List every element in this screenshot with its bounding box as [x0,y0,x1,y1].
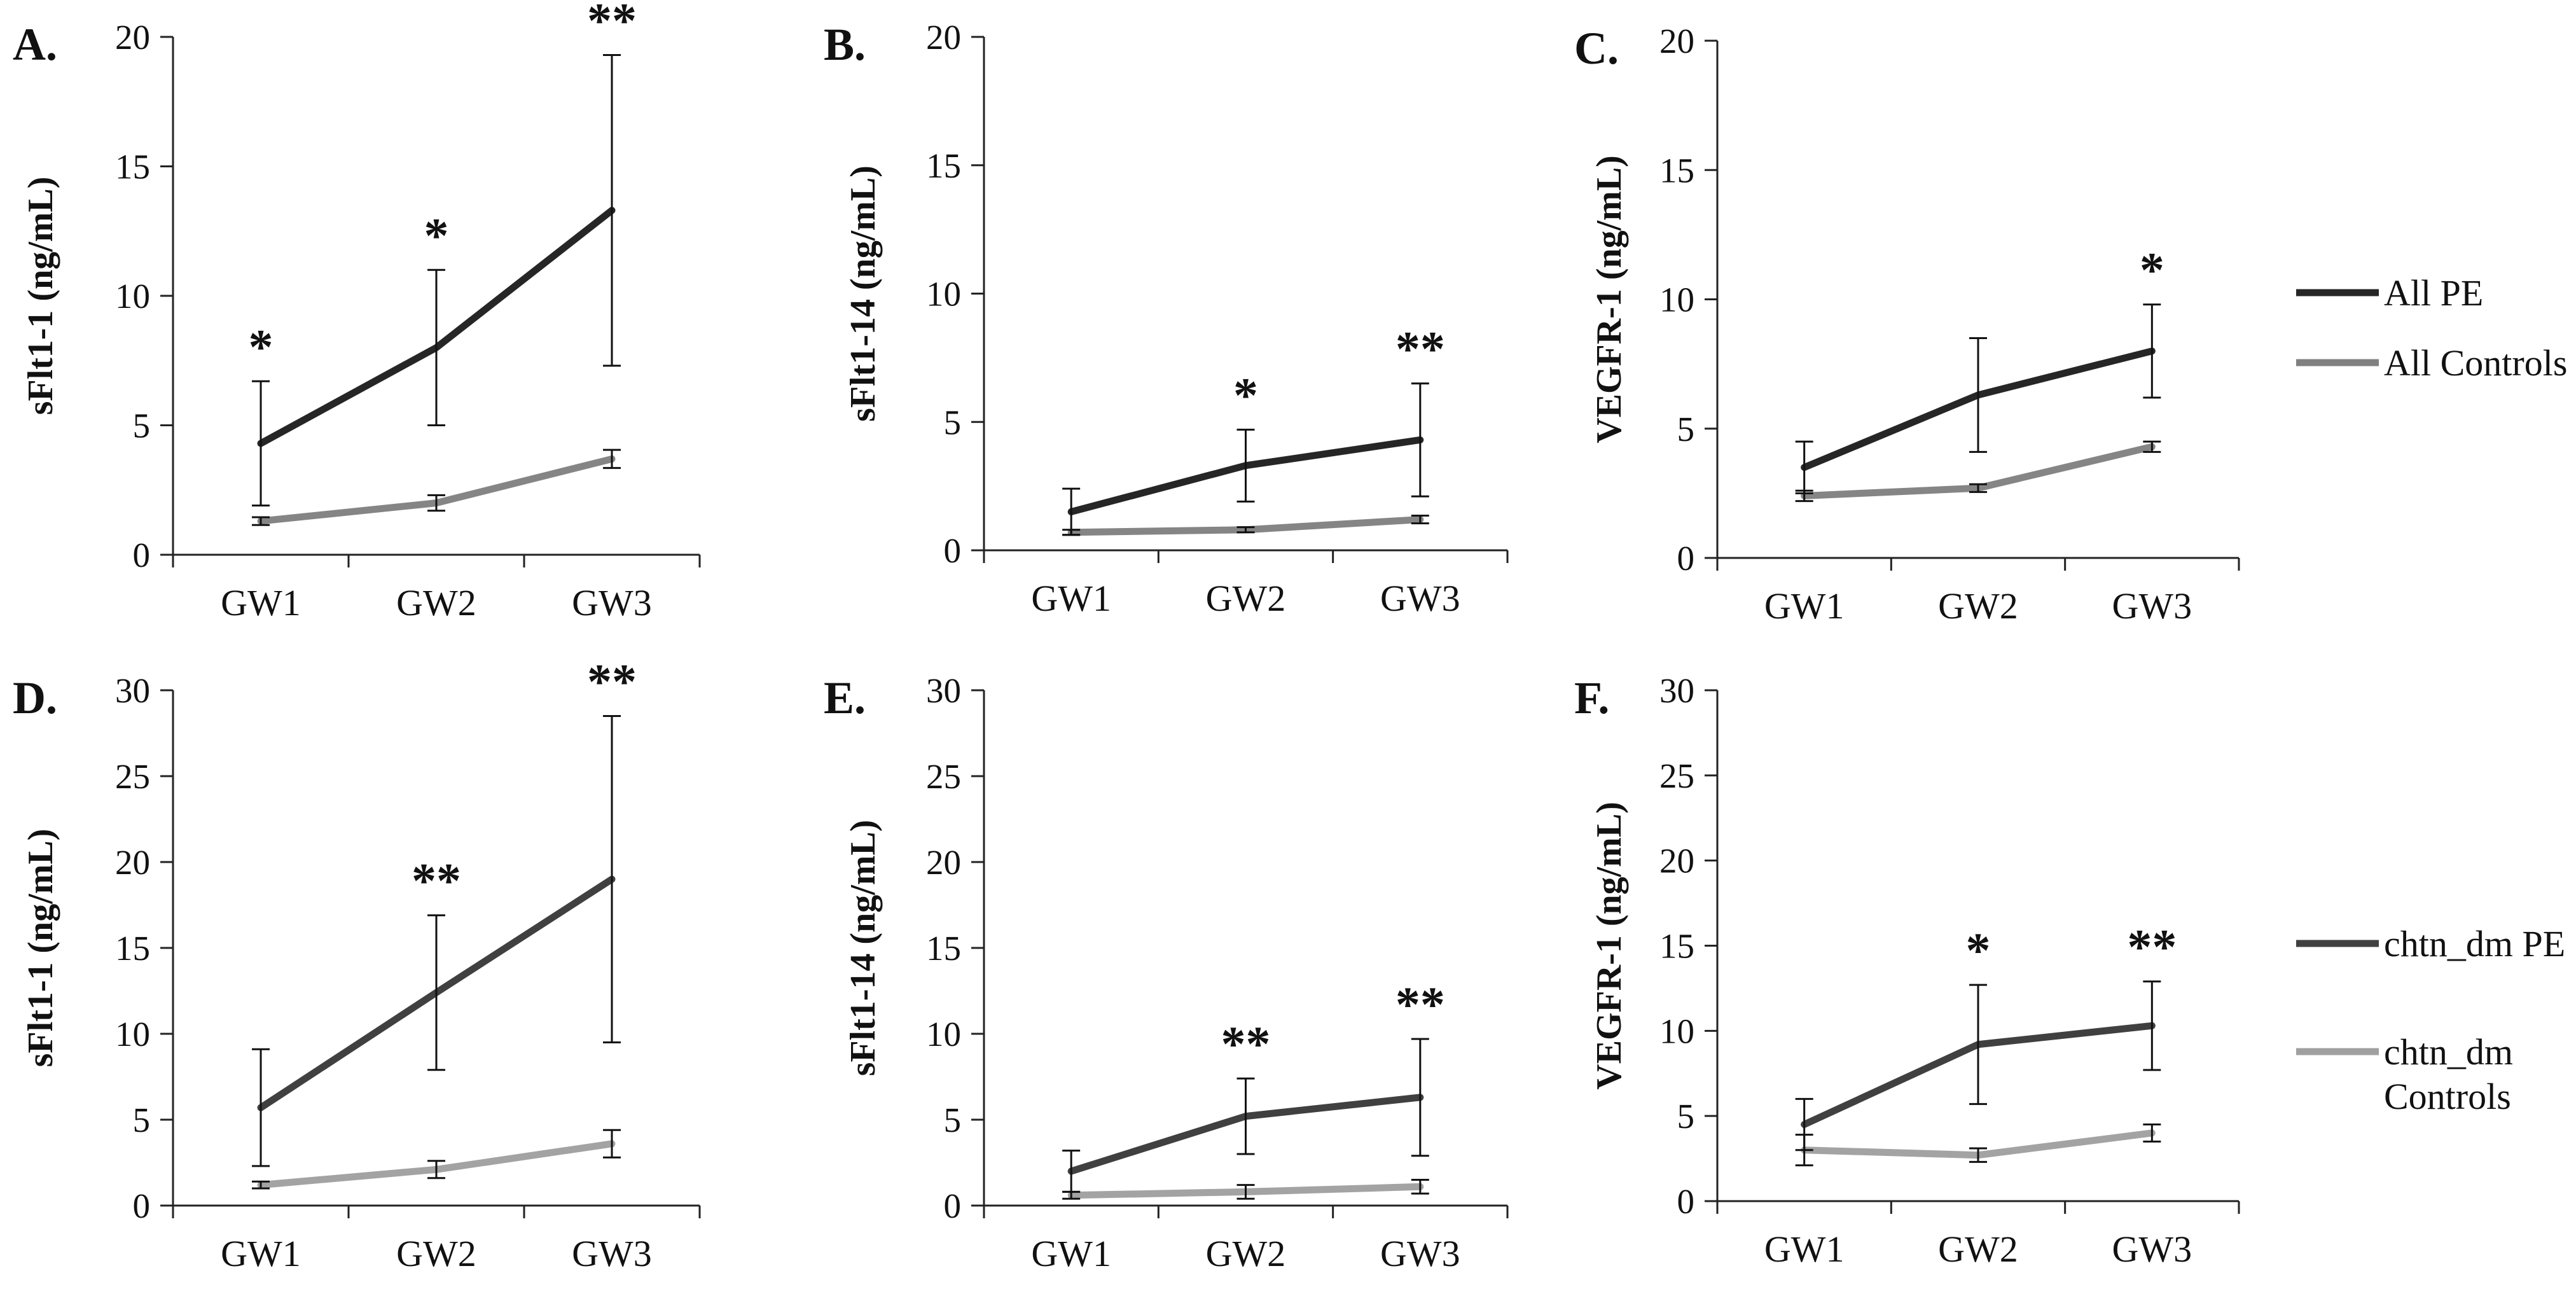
y-tick-label: 20 [115,843,150,882]
legend-item: All PE [2296,272,2483,314]
x-tick-label: GW1 [1031,578,1111,619]
x-tick-label: GW2 [1938,1228,2018,1270]
x-tick-label: GW3 [1380,1233,1460,1274]
y-tick-label: 10 [115,1015,150,1054]
y-axis-title: VEGFR-1 (ng/mL) [1589,155,1629,443]
legend-label: All PE [2384,272,2483,314]
panel-letter: C. [1574,23,1619,74]
significance-marker: ** [412,853,461,908]
y-tick-label: 10 [926,275,961,314]
x-tick-label: GW1 [1764,1228,1845,1270]
y-tick-label: 15 [926,929,961,968]
chart-panel: 0 5 10 15 20 25 30 GW1 GW2 GW3 E. sFlt1-14 (ng/mL) *… [824,671,1509,1274]
x-tick-label: GW2 [396,1233,476,1274]
significance-marker: * [1966,922,1991,978]
significance-marker: ** [2127,919,2177,975]
legend-label: All Controls [2384,342,2567,384]
y-tick-label: 0 [1677,1182,1695,1221]
x-tick-label: GW3 [2112,1228,2192,1270]
y-tick-label: 15 [1659,927,1694,966]
panel-letter: D. [13,672,57,723]
significance-marker: * [249,319,274,374]
y-axis-title: sFlt1-1 (ng/mL) [21,829,60,1068]
legend-item: All Controls [2296,342,2567,384]
significance-marker: * [2140,242,2164,298]
legend-label: chtn_dm PE [2384,923,2565,964]
x-tick-label: GW3 [1380,578,1460,619]
x-tick-label: GW1 [1031,1233,1111,1274]
x-tick-label: GW1 [221,582,301,623]
legend-item: chtn_dm PE [2296,923,2565,964]
y-tick-label: 20 [926,18,961,57]
significance-marker: * [424,207,449,263]
y-tick-label: 30 [115,671,150,710]
y-axis-title: sFlt1-1 (ng/mL) [21,177,60,415]
y-tick-label: 0 [133,536,151,574]
y-tick-label: 25 [926,757,961,796]
y-tick-label: 5 [944,1101,962,1139]
y-tick-label: 15 [1659,151,1694,190]
x-tick-label: GW2 [1206,1233,1286,1274]
y-tick-label: 15 [926,146,961,185]
panel-letter: F. [1574,672,1609,723]
x-tick-label: GW3 [2112,585,2192,627]
x-tick-label: GW3 [572,1233,652,1274]
y-tick-label: 0 [944,531,962,570]
y-tick-label: 25 [1659,756,1694,795]
series-line [257,455,616,525]
y-tick-label: 30 [926,671,961,710]
panel-letter: A. [13,19,57,70]
x-tick-label: GW2 [1938,585,2018,627]
significance-marker: ** [1395,977,1445,1032]
x-tick-label: GW2 [1206,578,1286,619]
significance-marker: ** [587,654,637,709]
x-tick-label: GW3 [572,582,652,623]
y-tick-label: 25 [115,757,150,796]
legend-label: Controls [2384,1076,2511,1117]
y-tick-label: 10 [1659,1012,1694,1050]
panel-letter: B. [824,19,866,70]
y-tick-label: 20 [926,843,961,882]
chart-panel: 0 5 10 15 20 GW1 GW2 GW3 C. VEGFR-1 (ng/mL) * [1574,22,2240,627]
y-tick-label: 0 [1677,539,1695,578]
y-tick-label: 15 [115,929,150,968]
x-tick-label: GW1 [1764,585,1845,627]
panel-letter: E. [824,672,866,723]
y-axis-title: sFlt1-14 (ng/mL) [843,820,883,1076]
y-axis-title: sFlt1-14 (ng/mL) [843,165,883,422]
significance-marker: ** [1221,1016,1271,1071]
significance-marker: ** [1395,321,1445,377]
y-tick-label: 20 [115,18,150,57]
y-tick-label: 5 [1677,1097,1695,1136]
y-tick-label: 5 [133,407,151,445]
y-tick-label: 5 [1677,410,1695,449]
y-tick-label: 5 [133,1101,151,1139]
legend-top: All PE All Controls [2296,272,2567,384]
y-tick-label: 15 [115,148,150,186]
significance-marker: ** [587,0,637,48]
significance-marker: * [1233,367,1258,422]
chart-panel: 0 5 10 15 20 25 30 GW1 GW2 GW3 D. sFlt1-1 (ng/mL) **… [13,654,701,1274]
y-tick-label: 10 [1659,281,1694,319]
y-tick-label: 10 [926,1015,961,1054]
y-tick-label: 0 [133,1186,151,1225]
y-tick-label: 20 [1659,842,1694,880]
y-tick-label: 5 [944,403,962,442]
y-tick-label: 30 [1659,671,1694,710]
y-tick-label: 10 [115,277,150,316]
x-tick-label: GW2 [396,582,476,623]
y-tick-label: 20 [1659,22,1694,60]
x-tick-label: GW1 [221,1233,301,1274]
y-tick-label: 0 [944,1186,962,1225]
legend-label: chtn_dm [2384,1031,2513,1073]
y-axis-title: VEGFR-1 (ng/mL) [1589,802,1629,1090]
